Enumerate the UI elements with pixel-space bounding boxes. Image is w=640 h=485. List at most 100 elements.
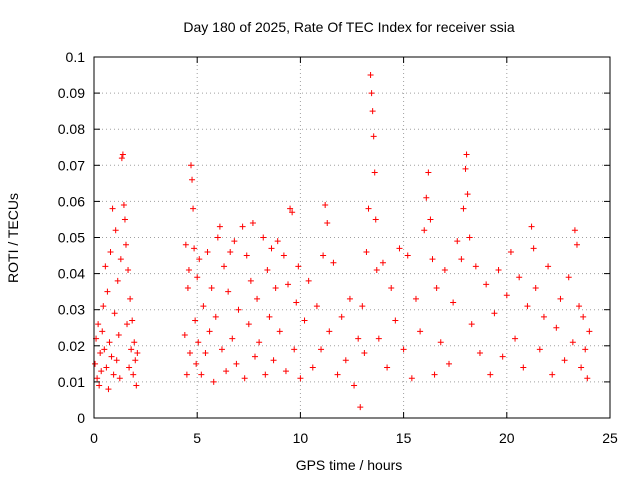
data-point <box>359 303 366 310</box>
data-point <box>580 313 587 320</box>
data-point <box>582 346 589 353</box>
data-point <box>95 321 102 328</box>
data-point <box>186 350 193 357</box>
data-point <box>421 227 428 234</box>
data-point <box>357 404 364 411</box>
data-point <box>266 313 273 320</box>
y-tick-label: 0.09 <box>58 85 85 101</box>
data-point <box>400 346 407 353</box>
data-point <box>557 295 564 302</box>
data-point <box>379 259 386 266</box>
data-point <box>297 375 304 382</box>
data-point <box>499 353 506 360</box>
data-point <box>464 191 471 198</box>
data-point <box>194 274 201 281</box>
data-point <box>126 364 133 371</box>
data-point <box>99 328 106 335</box>
data-point <box>235 306 242 313</box>
data-point <box>212 313 219 320</box>
data-point <box>192 317 199 324</box>
data-point <box>483 281 490 288</box>
data-points <box>92 72 593 411</box>
data-point <box>97 350 104 357</box>
data-point <box>431 371 438 378</box>
data-point <box>532 285 539 292</box>
data-point <box>115 331 122 338</box>
data-point <box>437 339 444 346</box>
data-point <box>369 108 376 115</box>
data-point <box>586 328 593 335</box>
y-tick-label: 0.02 <box>58 338 85 354</box>
data-point <box>425 169 432 176</box>
data-point <box>540 313 547 320</box>
y-tick-label: 0.07 <box>58 157 85 173</box>
data-point <box>129 317 136 324</box>
data-point <box>561 357 568 364</box>
data-point <box>291 346 298 353</box>
data-point <box>190 205 197 212</box>
data-point <box>301 317 308 324</box>
data-point <box>94 375 101 382</box>
data-point <box>233 360 240 367</box>
data-point <box>520 364 527 371</box>
data-point <box>576 303 583 310</box>
data-point <box>214 234 221 241</box>
data-point <box>287 205 294 212</box>
y-axis-label: ROTI / TECUs <box>5 193 21 283</box>
data-point <box>134 350 141 357</box>
data-point <box>118 155 125 162</box>
data-point <box>251 353 258 360</box>
data-point <box>584 375 591 382</box>
data-point <box>309 364 316 371</box>
data-point <box>254 295 261 302</box>
data-point <box>98 368 105 375</box>
y-tick-label: 0 <box>77 410 85 426</box>
data-point <box>463 151 470 158</box>
data-point <box>195 339 202 346</box>
data-point <box>231 238 238 245</box>
data-point <box>429 256 436 263</box>
data-point <box>573 241 580 248</box>
data-point <box>225 288 232 295</box>
data-point <box>208 285 215 292</box>
data-point <box>372 216 379 223</box>
data-point <box>512 335 519 342</box>
data-point <box>196 256 203 263</box>
data-point <box>200 303 207 310</box>
data-point <box>128 346 135 353</box>
y-tick-label: 0.04 <box>58 266 85 282</box>
data-point <box>183 371 190 378</box>
data-point <box>507 248 514 255</box>
data-point <box>373 266 380 273</box>
data-point <box>289 209 296 216</box>
data-point <box>396 245 403 252</box>
data-point <box>249 220 256 227</box>
data-point <box>295 263 302 270</box>
data-point <box>111 310 118 317</box>
data-point <box>239 223 246 230</box>
data-point <box>117 256 124 263</box>
data-point <box>282 368 289 375</box>
data-point <box>276 328 283 335</box>
data-point <box>274 238 281 245</box>
x-tick-label: 25 <box>602 430 618 446</box>
data-point <box>524 303 531 310</box>
data-point <box>330 259 337 266</box>
data-point <box>184 285 191 292</box>
data-point <box>454 238 461 245</box>
x-tick-label: 5 <box>193 430 201 446</box>
data-point <box>110 371 117 378</box>
data-point <box>122 241 129 248</box>
data-point <box>392 317 399 324</box>
y-tick-label: 0.06 <box>58 193 85 209</box>
data-point <box>245 321 252 328</box>
data-point <box>114 277 121 284</box>
data-point <box>320 252 327 259</box>
data-point <box>368 90 375 97</box>
data-point <box>346 295 353 302</box>
data-point <box>188 162 195 169</box>
data-point <box>371 169 378 176</box>
data-point <box>206 328 213 335</box>
data-point <box>468 321 475 328</box>
data-point <box>460 205 467 212</box>
